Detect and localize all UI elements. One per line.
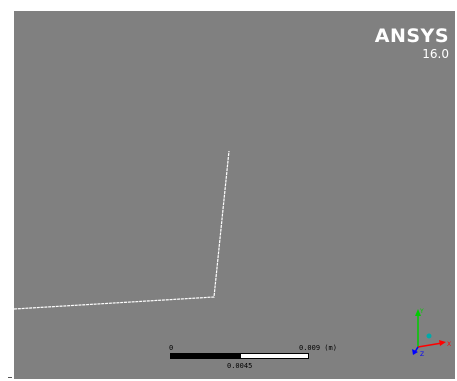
geometry-view[interactable]: [14, 11, 455, 379]
scale-ruler: 0 0.009 (m) 0.0045: [170, 344, 370, 379]
scale-end-label: 0.009 (m): [299, 344, 337, 352]
x-axis-label: X: [447, 341, 451, 348]
x-axis-arrowhead: [439, 340, 446, 346]
isometric-view-ball[interactable]: [427, 334, 432, 339]
scale-mid-label: 0.0045: [227, 362, 252, 370]
window-edge-mark: [8, 377, 12, 378]
z-axis-label: Z: [420, 351, 424, 357]
axis-triad[interactable]: Y X Z: [406, 305, 454, 357]
line-body-geometry[interactable]: [14, 151, 229, 309]
graphics-viewport[interactable]: ANSYS 16.0 0 0.009 (m) 0.0045 Y X Z: [14, 11, 455, 379]
scale-segment-black: [170, 353, 240, 359]
x-axis-arrow: [418, 343, 442, 347]
scale-segment-white: [240, 353, 309, 359]
scale-start-label: 0: [169, 344, 173, 352]
y-axis-label: Y: [419, 308, 424, 315]
